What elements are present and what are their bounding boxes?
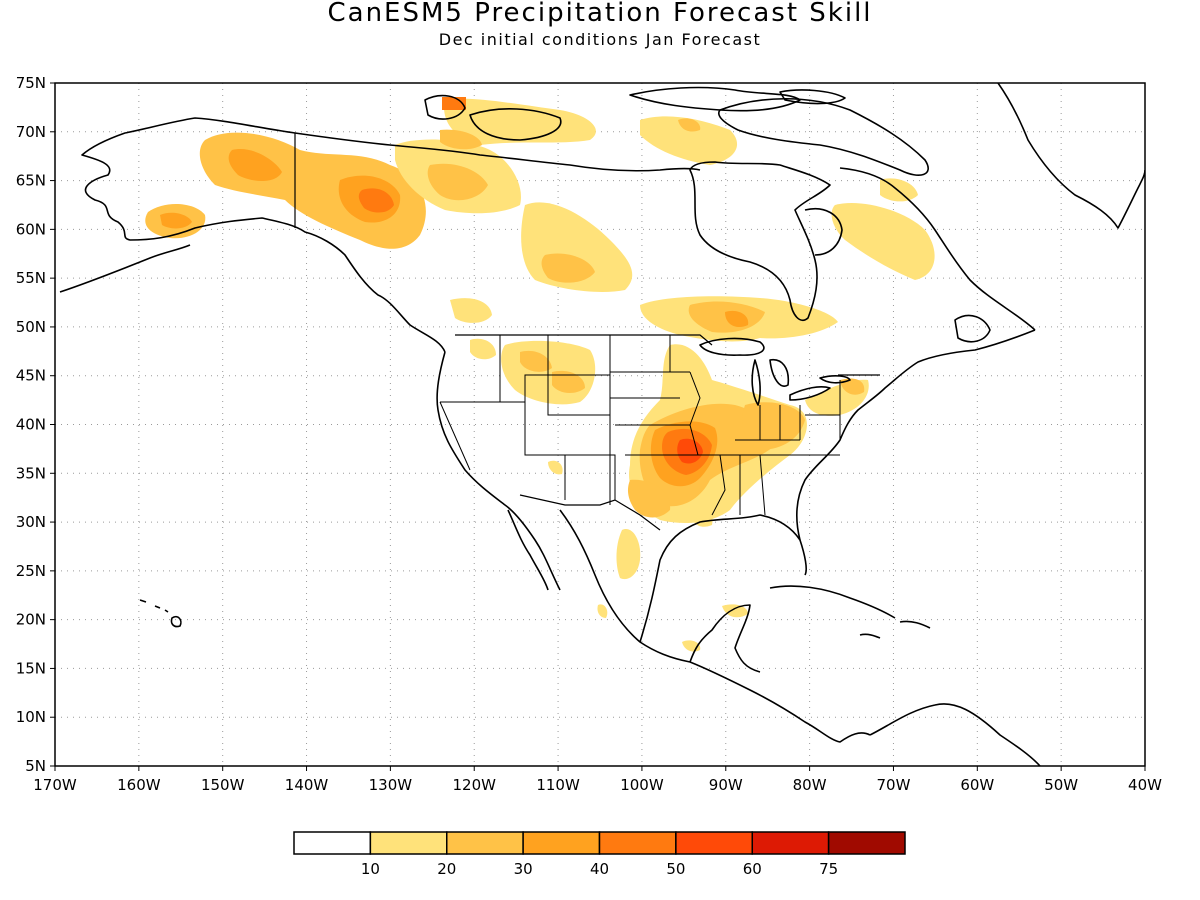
coastline-alaska — [81, 117, 446, 353]
coastline-central-america — [689, 661, 871, 743]
coastline-victoria-island — [469, 108, 562, 141]
coastline-lake-superior — [699, 337, 765, 356]
coastline-aleutians — [59, 244, 191, 293]
coastline-lake-michigan — [751, 359, 761, 406]
lon-label: 100W — [620, 776, 664, 794]
coastline-james-bay — [804, 208, 843, 256]
political-borders — [294, 133, 880, 531]
skill-region-wyoming-core — [552, 370, 585, 394]
lon-label: 40W — [1128, 776, 1162, 794]
coastline-yucatan — [689, 604, 761, 673]
skill-region-arctic-islands — [444, 98, 596, 145]
skill-region-ontario-max — [725, 310, 749, 328]
state-lines — [439, 335, 841, 516]
lat-label: 15N — [16, 659, 46, 677]
skill-region-central-canada-core — [541, 253, 595, 283]
coastline-us-west — [436, 351, 561, 591]
coastline-labrador — [839, 167, 1036, 331]
coastline-gulf — [639, 514, 807, 643]
skill-region-arizona — [548, 460, 563, 475]
longitude-labels: 170W 160W 150W 140W 130W 120W 110W 100W 90W 80W 70… — [33, 766, 1162, 794]
coastline-devon-island — [779, 89, 846, 105]
skill-region-nwt-core — [427, 163, 488, 201]
lon-label: 150W — [201, 776, 245, 794]
coastline-baja — [507, 509, 549, 591]
coastline-hispaniola — [899, 620, 931, 629]
coastline-baffin-island — [718, 97, 929, 176]
coastline-mexico-west — [559, 509, 691, 663]
coastline-lake-huron — [769, 359, 790, 387]
coastline-hawaii-small — [139, 599, 169, 613]
lat-label: 55N — [16, 269, 46, 287]
border-us-mexico — [519, 494, 661, 531]
lon-label: 90W — [709, 776, 743, 794]
lat-label: 40N — [16, 416, 46, 434]
coastline-newfoundland — [954, 314, 991, 343]
lon-label: 120W — [452, 776, 496, 794]
lon-label: 140W — [285, 776, 329, 794]
lat-label: 70N — [16, 123, 46, 141]
skill-region-mexico-southwest — [597, 604, 608, 618]
coastlines — [59, 83, 1145, 766]
lon-label: 160W — [117, 776, 161, 794]
coastline-greenland — [997, 83, 1145, 229]
map-subtitle: Dec initial conditions Jan Forecast — [438, 30, 762, 49]
lat-label: 10N — [16, 708, 46, 726]
coastline-lake-ontario — [819, 375, 851, 384]
skill-region-yucatan — [722, 604, 748, 618]
skill-region-baffin-west — [640, 116, 738, 165]
skill-region-ohio-valley — [742, 402, 805, 450]
coastline-hawaii — [170, 615, 182, 628]
skill-region-washington — [470, 338, 496, 360]
lon-label: 50W — [1044, 776, 1078, 794]
skill-region-mexico — [616, 529, 641, 580]
lon-label: 170W — [33, 776, 77, 794]
latitude-labels: 75N 70N 65N 60N 55N 50N 45N 40N 35N 30N 25N 20N 15N 1… — [16, 74, 55, 775]
skill-region-sw-alaska-core — [160, 212, 192, 229]
lat-label: 50N — [16, 318, 46, 336]
map-title: CanESM5 Precipitation Forecast Skill — [327, 0, 873, 28]
lat-label: 60N — [16, 220, 46, 238]
coastline-jamaica — [859, 633, 881, 639]
coastline-lake-erie — [789, 386, 831, 401]
skill-region-alaska-core — [228, 149, 282, 181]
coastline-cuba — [769, 585, 896, 619]
lat-label: 5N — [25, 757, 46, 775]
skill-region-central-us-max — [677, 438, 703, 464]
lat-label: 35N — [16, 464, 46, 482]
lon-label: 70W — [877, 776, 911, 794]
coastline-arctic-canada — [294, 132, 701, 172]
lon-label: 60W — [960, 776, 994, 794]
coastline-hudson-bay — [689, 161, 831, 322]
lon-label: 130W — [369, 776, 413, 794]
lat-label: 25N — [16, 562, 46, 580]
skill-region-quebec — [831, 202, 935, 280]
lat-label: 45N — [16, 367, 46, 385]
skill-region-baffin-core — [678, 118, 701, 132]
skill-region-bc — [450, 298, 492, 323]
coastline-banks-island — [424, 94, 466, 120]
skill-shading — [145, 97, 935, 652]
lat-label: 75N — [16, 74, 46, 92]
coastline-ellesmere — [629, 86, 801, 112]
skill-region-northeast-core — [840, 378, 865, 395]
lat-label: 65N — [16, 172, 46, 190]
skill-region-texas — [627, 479, 671, 518]
skill-region-arctic-core — [440, 129, 482, 150]
coastline-south-america — [869, 703, 1041, 766]
lon-label: 110W — [536, 776, 580, 794]
border-us-canada-west — [455, 334, 713, 346]
lon-label: 80W — [793, 776, 827, 794]
skill-region-montana-core — [520, 350, 552, 372]
skill-region-yukon-max — [358, 188, 394, 213]
lat-label: 20N — [16, 611, 46, 629]
lat-label: 30N — [16, 513, 46, 531]
coastline-us-east — [795, 329, 1036, 541]
